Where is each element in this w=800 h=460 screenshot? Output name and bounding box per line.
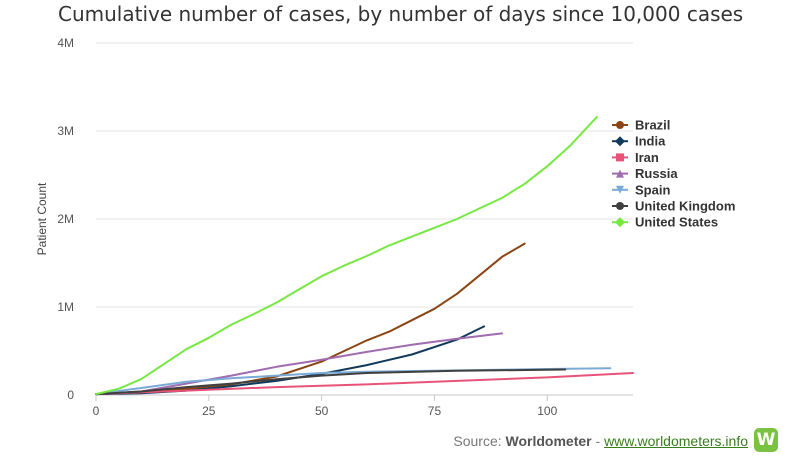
series-line-brazil [95,242,526,396]
series-line-india [95,325,486,396]
source-link[interactable]: www.worldometers.info [604,433,748,449]
chart-title: Cumulative number of cases, by number of… [58,2,744,26]
source-separator: - [591,433,605,449]
y-tick-label: 2M [57,212,74,226]
series-line-russia [95,332,504,396]
legend-label-spain: Spain [635,182,670,197]
legend-label-russia: Russia [635,166,678,181]
legend-marker-india [615,136,625,147]
worldometer-logo-icon[interactable]: W [754,428,778,452]
legend-marker-russia [616,169,624,178]
x-tick-label: 0 [93,404,100,418]
series-line-iran [95,372,634,396]
x-tick-label: 100 [537,404,557,418]
source-prefix: Source: [453,433,506,449]
legend-marker-iran [616,153,624,162]
x-tick-label: 50 [315,404,329,418]
legend-label-united-states: United States [635,215,718,230]
y-tick-label: 3M [57,124,74,138]
legend-marker-brazil [616,121,624,129]
legend-marker-spain [616,185,624,194]
x-tick-label: 75 [428,404,442,418]
legend-label-india: India [635,134,666,149]
legend-label-iran: Iran [635,150,659,165]
x-tick-label: 25 [202,404,216,418]
y-tick-label: 1M [57,300,74,314]
legend-label-brazil: Brazil [635,118,670,133]
series-line-united-states [95,115,598,396]
y-axis-title: Patient Count [35,182,49,255]
y-tick-label: 0 [67,388,74,402]
legend-marker-united-states [615,217,625,228]
legend-label-united-kingdom: United Kingdom [635,199,735,214]
line-chart: 0 1M 2M 3M 4M 0 25 50 75 100 Patient Count BrazilIn… [35,36,735,418]
legend-marker-united-kingdom [616,202,624,210]
source-name: Worldometer [505,433,592,449]
series-line-united-kingdom [95,368,567,396]
y-tick-label: 4M [57,36,74,50]
source-credit: Source: Worldometer - www.worldometers.i… [453,433,748,449]
